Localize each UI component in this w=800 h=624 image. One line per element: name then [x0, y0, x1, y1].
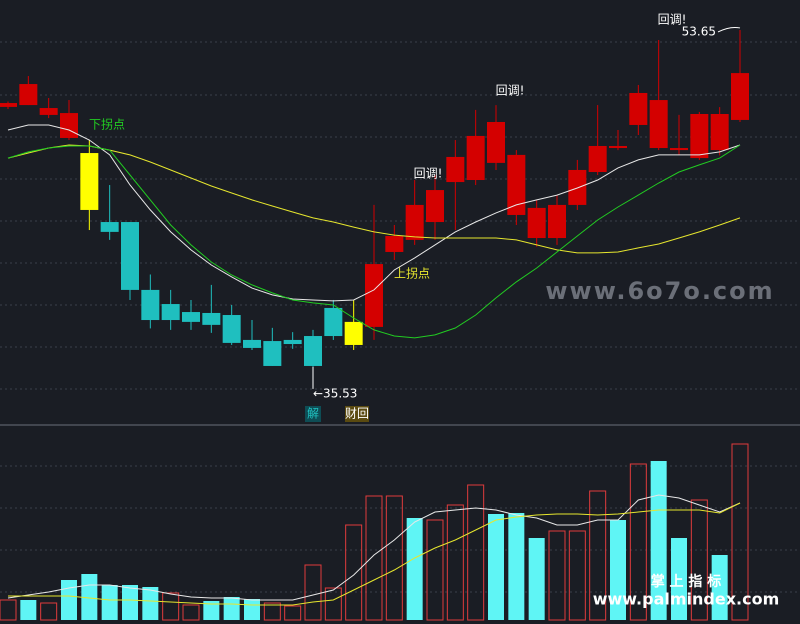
volume-bar	[650, 461, 667, 620]
candle-body	[710, 113, 729, 151]
candle-body	[202, 312, 221, 325]
candle-body	[263, 341, 282, 366]
volume-bar	[589, 490, 607, 621]
volume-bar	[406, 518, 423, 620]
annotation: 回调!	[414, 167, 443, 181]
volume-bar	[446, 504, 464, 621]
candle-body	[243, 339, 261, 348]
volume-bar	[568, 530, 586, 621]
volume-bar	[629, 463, 647, 621]
volume-bar	[223, 597, 240, 620]
volume-bar	[671, 538, 687, 620]
watermark: 掌 上 指 标	[651, 573, 722, 590]
candle-body	[690, 113, 709, 159]
candle-body	[527, 207, 546, 239]
volume-bar	[101, 585, 118, 620]
volume-bar	[40, 602, 58, 621]
volume-bar	[324, 587, 342, 621]
annotation: 上拐点	[394, 266, 430, 281]
annotation: 回调!	[496, 84, 525, 98]
volume-bar	[203, 601, 220, 620]
candle-body	[283, 339, 302, 345]
candle-body	[344, 321, 363, 345]
candle-body	[0, 103, 17, 107]
volume-bar	[263, 602, 281, 621]
volume-bar	[731, 443, 749, 621]
volume-bar	[508, 513, 525, 620]
candle-body	[446, 156, 465, 183]
candle-body	[39, 108, 58, 115]
volume-bar	[690, 499, 708, 621]
volume-bar	[0, 599, 17, 621]
candle-body	[304, 336, 322, 366]
candle-body	[588, 145, 607, 173]
candle-body	[60, 113, 78, 138]
candle-body	[548, 204, 566, 239]
annotation: 下拐点	[89, 117, 125, 132]
candle-body	[324, 307, 343, 337]
volume-bar	[284, 605, 302, 621]
volume-bar	[711, 555, 728, 620]
candle-body	[731, 73, 749, 120]
volume-bar	[182, 604, 200, 621]
volume-bar	[162, 592, 180, 621]
volume-average	[7, 494, 741, 601]
candle-body	[19, 84, 38, 106]
high-arrow	[717, 26, 741, 33]
annotation: 回调!	[658, 13, 687, 27]
candle-body	[487, 121, 505, 163]
volume-average	[8, 502, 741, 606]
candle-body	[121, 222, 139, 290]
volume-bar	[142, 587, 159, 620]
signal-box	[345, 406, 369, 422]
candle-body	[222, 315, 241, 343]
signal-box	[305, 406, 321, 422]
volume-bar	[548, 530, 566, 621]
volume-bar	[345, 524, 363, 621]
signal-label: 财回	[345, 407, 369, 421]
volume-bar	[467, 484, 485, 621]
volume-bar	[385, 495, 403, 621]
volume-bar	[610, 520, 626, 620]
candle-body	[629, 92, 648, 125]
candle-body	[568, 169, 587, 205]
candle-body	[161, 304, 180, 321]
signal-label: 解	[307, 407, 319, 421]
volume-bar	[426, 519, 444, 621]
low-label: ←35.53	[313, 386, 357, 400]
volume-bar	[244, 599, 260, 620]
candle-body	[670, 148, 688, 151]
moving-average	[7, 144, 741, 254]
candle-body	[649, 100, 668, 149]
candle-body	[100, 222, 119, 232]
volume-bar	[61, 580, 77, 620]
candle-body	[466, 135, 485, 181]
watermark: www.palmindex.com	[593, 590, 780, 609]
watermark: www.6o7o.com	[545, 277, 774, 305]
candle-body	[426, 190, 444, 223]
volume-bar	[528, 538, 545, 620]
moving-average	[7, 144, 741, 339]
candle-body	[141, 289, 160, 321]
moving-average	[7, 124, 741, 302]
high-label: 53.65	[682, 24, 716, 38]
candle-body	[80, 153, 99, 210]
volume-bar	[20, 600, 37, 620]
candle-body	[405, 204, 424, 240]
volume-bar	[488, 514, 504, 620]
candle-body	[182, 312, 200, 322]
candle-body	[385, 235, 404, 252]
volume-bar	[122, 585, 138, 620]
volume-bar	[304, 564, 322, 621]
candle-body	[507, 154, 526, 215]
candle-body	[609, 145, 627, 149]
volume-bar	[365, 495, 383, 621]
candle-body	[365, 264, 383, 327]
